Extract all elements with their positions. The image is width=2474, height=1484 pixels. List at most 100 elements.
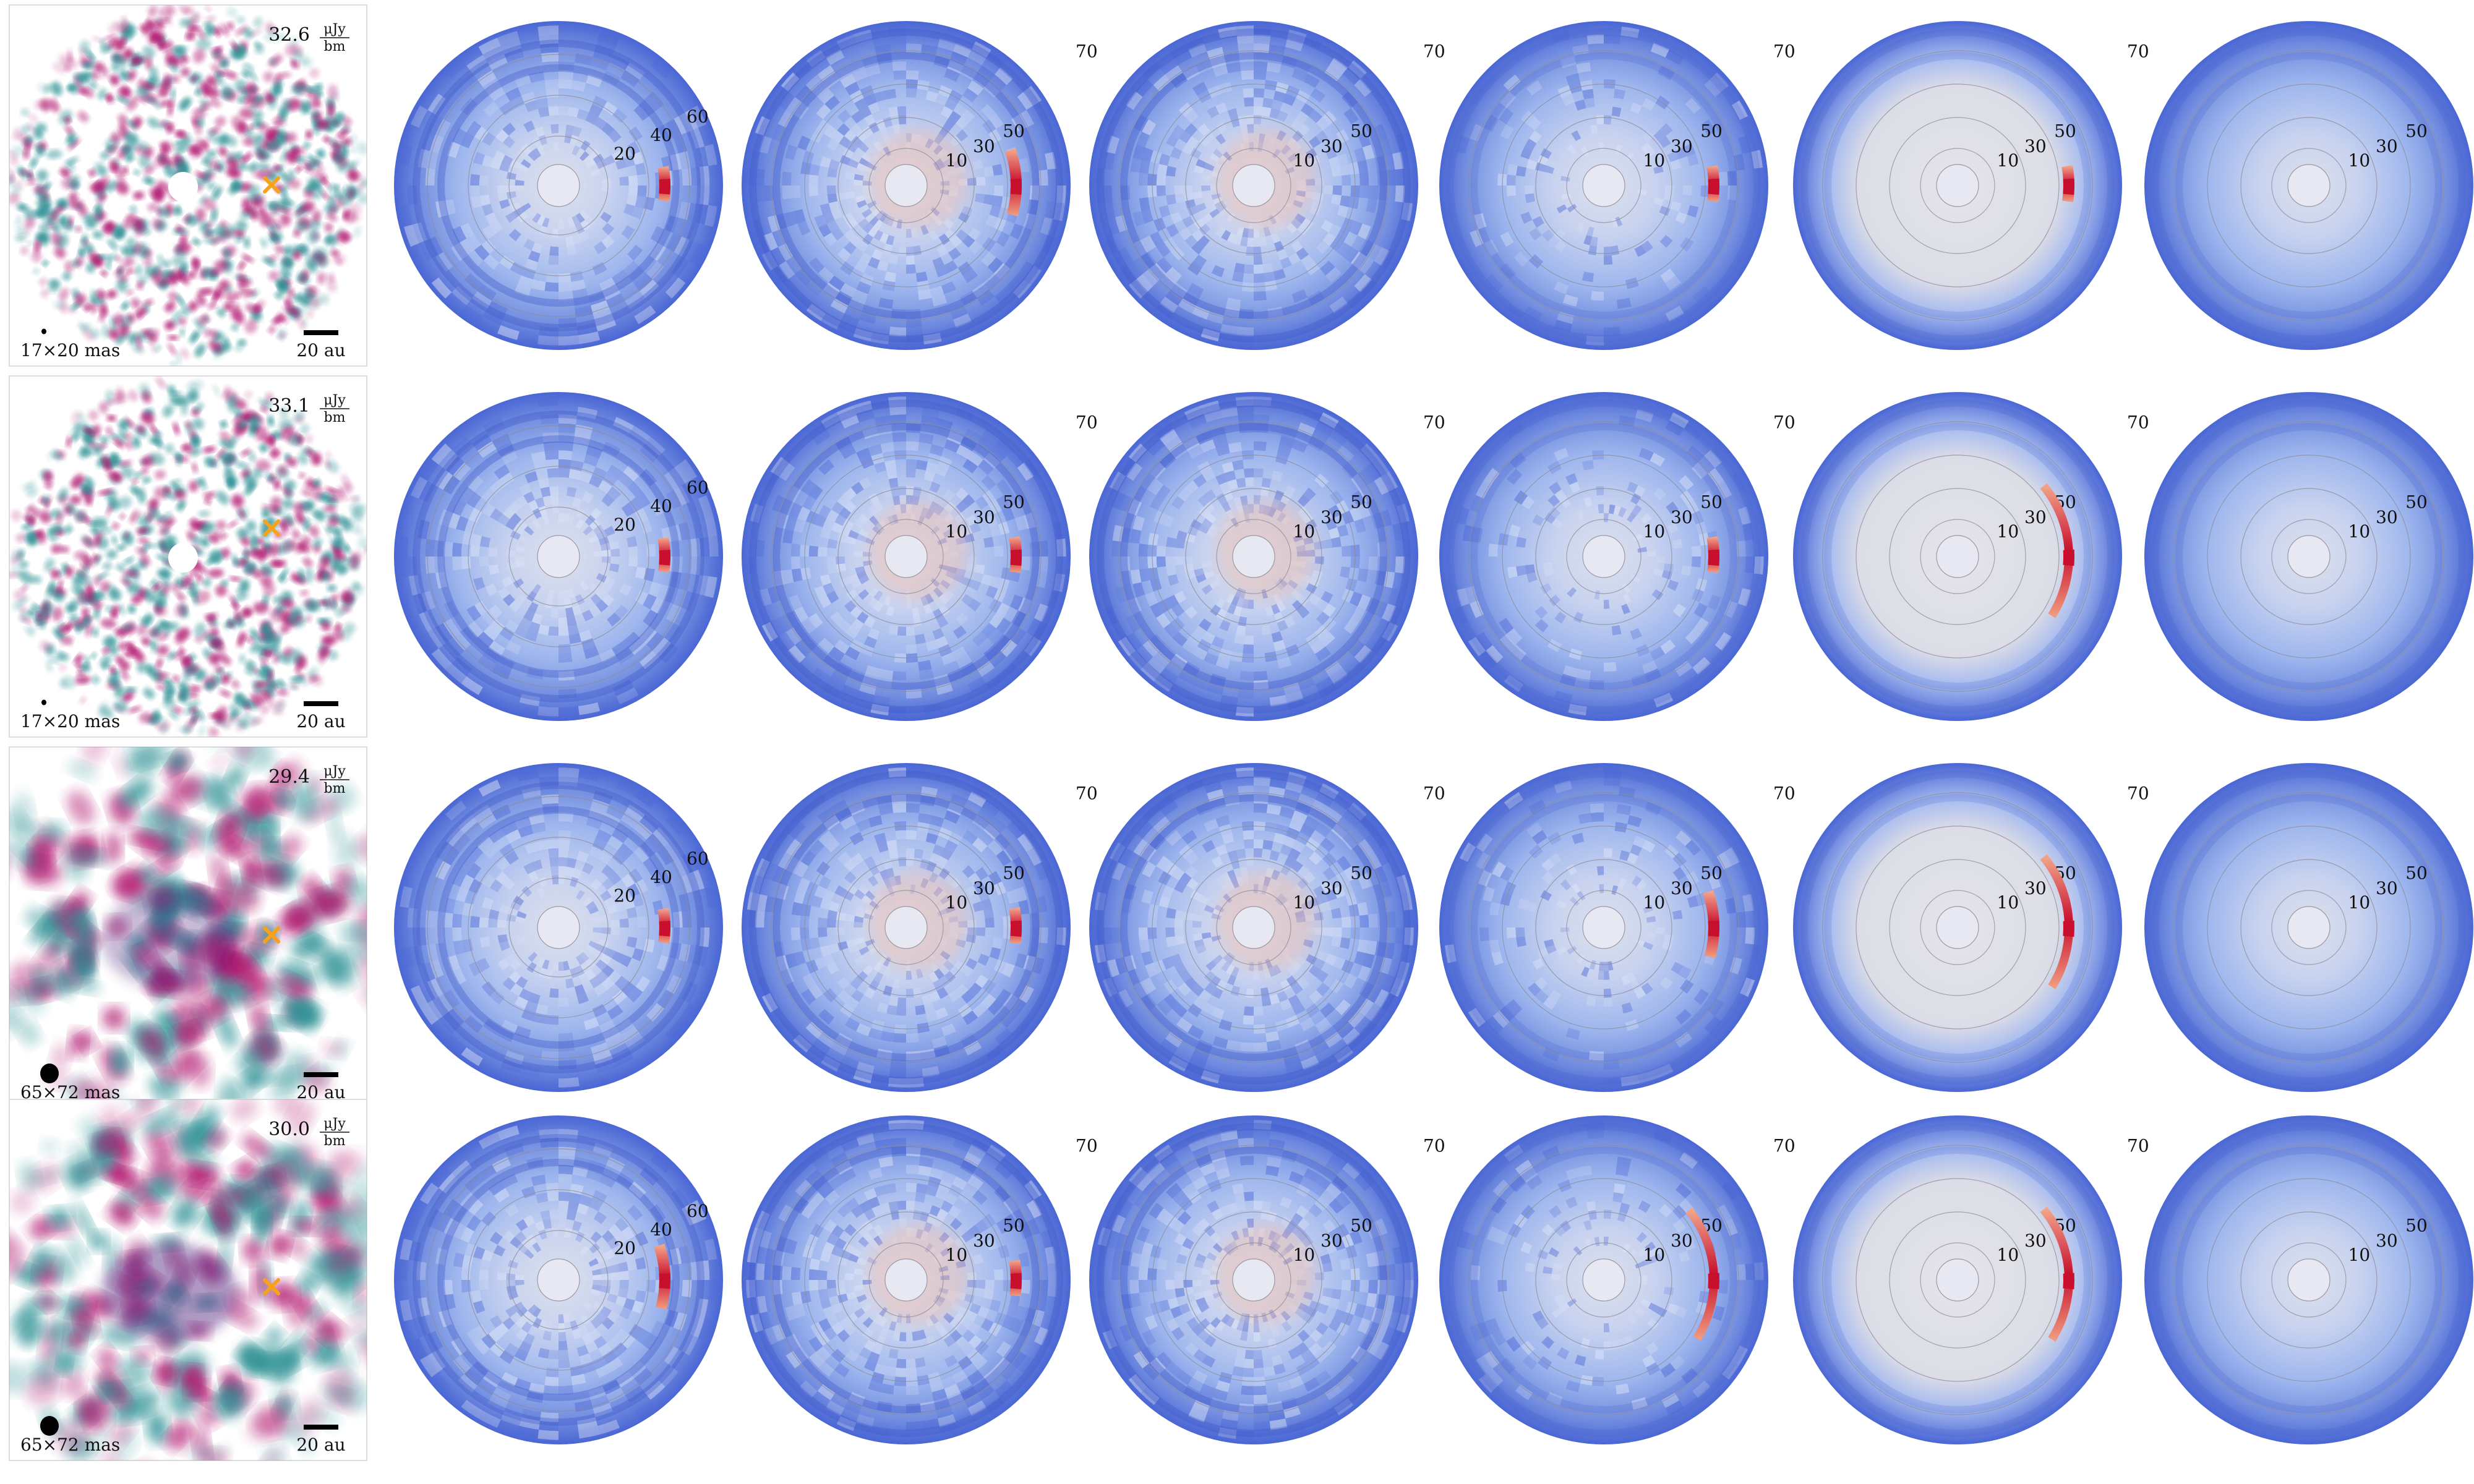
contour-ring [1856,454,2060,659]
center-hole [2287,535,2331,578]
contour-ring [1185,1211,1322,1349]
contour-ring [2271,890,2347,965]
ring-label: 30 [973,136,995,156]
ring-label: 30 [2024,1230,2047,1251]
ring-label: 30 [1320,507,1343,527]
contour-ring [2271,148,2347,223]
ring-label: 20 [614,885,636,906]
center-hole [1936,164,1979,207]
contour-ring [1566,519,1641,594]
ring-label: 30 [973,507,995,527]
unit-denominator: bm [324,781,346,796]
signal-arc [1685,1207,1718,1341]
ring-label: 70 [1773,783,1796,804]
signal-peak [2063,178,2074,195]
ring-label: 30 [2376,1230,2398,1251]
beam-ellipse-icon [41,328,46,335]
dark-ring-band [773,1146,1040,1414]
ring-label: 70 [1423,41,1445,62]
ring-label: 50 [1003,863,1025,884]
unit-numerator: μJy [323,1116,346,1132]
contour-ring [508,135,609,236]
polar-panel: 20 40 60 [394,763,723,1092]
ring-label: 30 [1320,1230,1343,1251]
ring-label: 50 [2054,121,2076,142]
contour-ring [508,877,609,978]
ring-label: 70 [1076,1136,1098,1156]
contour-ring [2271,1242,2347,1318]
contour-ring [1856,1178,2060,1382]
ring-label: 70 [2127,41,2149,62]
ring-label: 10 [1293,150,1316,171]
ring-label: 40 [650,867,672,887]
disk-texture [1102,396,1414,717]
dark-ring-band [773,52,1040,319]
dark-ring-band [1824,1146,2091,1414]
ring-label: 10 [1997,521,2019,542]
ring-label: 50 [1700,492,1723,513]
unit-denominator: bm [324,410,346,425]
ring-label: 30 [2024,136,2047,156]
ring-label: 60 [687,106,709,127]
contour-ring [1502,1178,1706,1382]
dark-ring-band [2152,28,2466,343]
dark-ring-band [2175,52,2442,319]
dark-ring-band [2175,794,2442,1061]
contour-ring [771,1145,1042,1415]
dark-ring-band [437,806,680,1049]
dark-ring-band [413,40,704,331]
ring-label: 10 [1643,150,1666,171]
dark-ring-band [1824,794,2091,1061]
ring-label: 70 [1773,41,1796,62]
ring-label: 50 [2405,863,2428,884]
ring-label: 10 [2348,892,2371,913]
contour-ring [1822,50,2093,321]
center-hole [1232,906,1275,949]
image-panel: 33.1 μJy bm 17×20 mas 20 au [9,375,367,738]
contour-ring [1468,792,1739,1063]
signal-peak [659,1273,670,1289]
contour-ring [1216,1242,1291,1318]
dark-ring-band [1470,423,1737,690]
contour-ring [771,50,1042,321]
dark-ring-band [437,1159,680,1401]
contour-ring [1152,454,1356,659]
contour-ring [1468,1145,1739,1415]
contour-ring [1118,792,1389,1063]
ring-label: 30 [973,1230,995,1251]
center-hole [537,535,580,578]
ring-label: 10 [2348,150,2371,171]
center-hole [2287,906,2331,949]
contour-ring [1889,859,2026,996]
ring-label: 30 [2024,507,2047,527]
contour-ring [771,792,1042,1063]
dark-ring-band [1447,770,1761,1085]
ring-label: 20 [614,143,636,164]
contour-ring [1502,825,1706,1030]
center-hole [1582,1258,1625,1302]
scale-bar-label: 20 au [296,1435,345,1455]
disk-texture [400,25,717,346]
cross-marker-icon [263,1278,280,1295]
contour-ring [2271,519,2347,594]
contour-ring [837,117,975,254]
center-hole [1936,1258,1979,1302]
contour-ring [804,825,1008,1030]
dark-ring-band [1470,52,1737,319]
contour-ring [1502,83,1706,288]
contour-ring [804,83,1008,288]
ring-label: 70 [1076,783,1098,804]
peak-value-label: 32.6 [268,24,310,46]
dark-ring-band [413,1134,704,1426]
signal-peak [1708,920,1719,937]
center-hole [1232,1258,1275,1302]
ring-label: 50 [1003,492,1025,513]
disk-texture [398,1121,719,1440]
ring-label: 10 [1997,1245,2019,1265]
